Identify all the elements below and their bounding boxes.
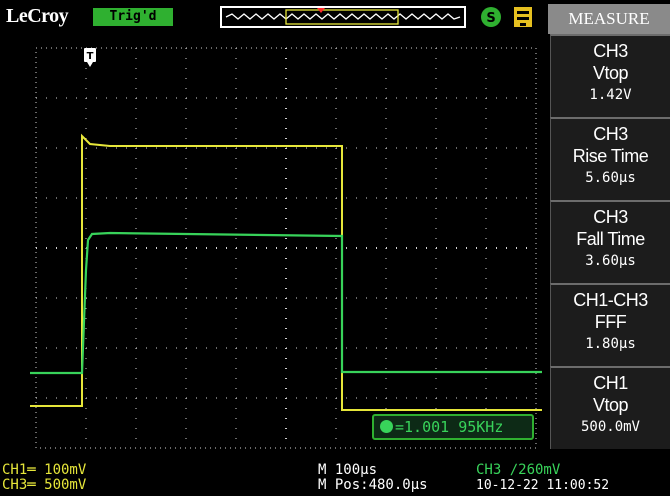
graticule-grid	[35, 47, 537, 449]
measure-source: CH3	[593, 41, 628, 61]
measure-type: Vtop	[592, 395, 629, 415]
frequency-value: =1.001 95KHz	[395, 418, 504, 436]
measure-value: 5.60μs	[585, 170, 636, 186]
measure-slot-3[interactable]: CH3 Fall Time 3.60μs	[550, 200, 670, 283]
ch3-scale: CH3═ 500mV	[2, 477, 87, 493]
measure-slot-5[interactable]: CH1 Vtop 500.0mV	[550, 366, 670, 449]
measure-source: CH1	[593, 373, 628, 393]
display-window-marker	[285, 9, 399, 25]
trigger-position-bar	[220, 6, 466, 28]
measure-value: 3.60μs	[585, 253, 636, 269]
measure-value: 1.80μs	[585, 336, 636, 352]
waveform-display[interactable]: T 3 1 T	[30, 40, 542, 456]
measure-type: Rise Time	[572, 146, 649, 166]
frequency-readout: =1.001 95KHz	[372, 414, 534, 440]
measure-slot-1[interactable]: CH3 Vtop 1.42V	[550, 34, 670, 117]
measure-source: CH3	[593, 207, 628, 227]
measure-source: CH3	[593, 124, 628, 144]
brand-logo: LeCroy	[6, 5, 69, 27]
waveform-preview	[225, 13, 461, 20]
ch1-scale: CH1═ 100mV	[2, 462, 87, 478]
ch3-waveform	[30, 231, 542, 375]
horizontal-position: M Pos:480.0μs	[318, 477, 428, 493]
menu-title: MEASURE	[548, 4, 670, 34]
measure-value: 1.42V	[589, 87, 632, 103]
top-status-bar: LeCroy Trig'd S	[0, 0, 548, 34]
date-time: 10-12-22 11:00:52	[476, 478, 610, 493]
trigger-position-icon	[317, 8, 325, 13]
measure-slot-4[interactable]: CH1-CH3 FFF 1.80μs	[550, 283, 670, 366]
run-status-icon: S	[481, 7, 501, 27]
measure-value: 500.0mV	[580, 419, 640, 435]
counter-icon	[380, 420, 393, 433]
trigger-position-marker: T	[84, 48, 96, 67]
usb-icon	[514, 7, 532, 27]
measure-menu: MEASURE CH3 Vtop 1.42V CH3 Rise Time 5.6…	[548, 0, 670, 496]
measure-type: Fall Time	[576, 229, 645, 249]
measure-source: CH1-CH3	[573, 290, 648, 310]
svg-text:S: S	[486, 11, 495, 26]
trigger-position-label: T	[87, 51, 94, 62]
timebase: M 100μs	[318, 462, 378, 478]
measure-type: FFF	[594, 312, 627, 332]
measure-slot-2[interactable]: CH3 Rise Time 5.60μs	[550, 117, 670, 200]
measure-type: Vtop	[592, 63, 629, 83]
trigger-status-badge: Trig'd	[93, 8, 173, 26]
trigger-setting: CH3 ∕260mV	[476, 462, 561, 478]
